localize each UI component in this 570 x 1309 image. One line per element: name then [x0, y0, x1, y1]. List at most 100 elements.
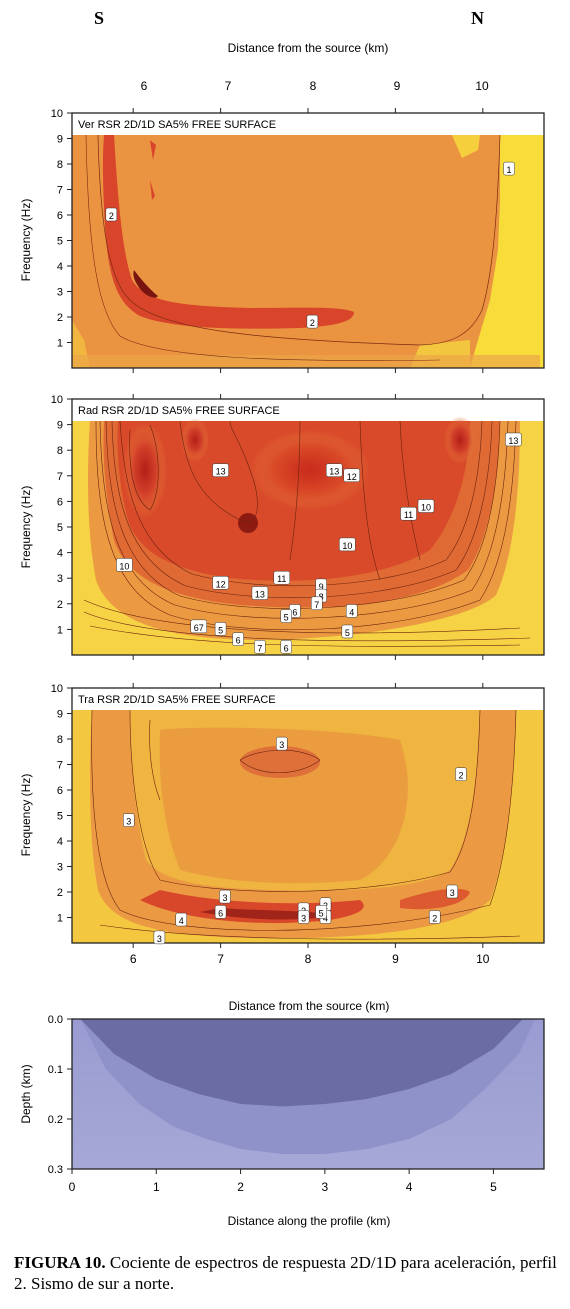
- ytick-label: 4: [57, 548, 63, 560]
- top-tick-8: 8: [310, 79, 317, 93]
- contour-label: 3: [279, 740, 284, 750]
- ytick-label: 8: [57, 734, 63, 746]
- contour-label: 3: [126, 817, 131, 827]
- xtick-label: 10: [476, 952, 490, 966]
- contour-label: 3: [157, 934, 162, 944]
- panel-rad: Rad RSR 2D/1D SA5% FREE SURFACE Frequenc…: [19, 394, 545, 660]
- figure-number: FIGURA 10.: [14, 1253, 106, 1272]
- depth-layer-upper: [80, 1019, 523, 1107]
- panel-depth-frame: [71, 1018, 545, 1170]
- xtick-label: 8: [305, 952, 312, 966]
- top-axis-label: Distance from the source (km): [228, 41, 389, 55]
- ytick-label: 2: [57, 312, 63, 324]
- ytick-label: 6: [57, 496, 63, 508]
- ytick-label: 1: [57, 624, 63, 636]
- contour-label: 13: [255, 590, 265, 600]
- panel-rad-title: Rad RSR 2D/1D SA5% FREE SURFACE: [78, 405, 280, 417]
- panel-tra-contour-3: [99, 924, 521, 940]
- contour-label-box: [175, 912, 188, 927]
- contour-label-box: [428, 910, 441, 924]
- panel-depth-yticks: 0.0 0.1 0.2 0.3: [48, 1014, 72, 1176]
- ytick-label: 7: [57, 471, 63, 483]
- panel-tra-contour-2: [129, 709, 481, 892]
- panel-rad-contour-1: [95, 420, 517, 631]
- panel-tra-contour-4: [239, 749, 321, 774]
- contour-label-box: [306, 314, 319, 329]
- top-tick-6: 6: [141, 79, 148, 93]
- contour-label: 6: [284, 643, 289, 653]
- ytick-label: 7: [57, 760, 63, 772]
- contour-label-box: [153, 930, 166, 945]
- panel-tra-contour-1: [91, 709, 517, 931]
- depth-ytick-label: 0.2: [48, 1114, 63, 1126]
- contour-label: 6: [218, 908, 223, 918]
- panel-tra-xticks: 6 7 8 9 10: [130, 683, 490, 966]
- contour-label: 11: [404, 510, 413, 520]
- panel-ver-speck-2: [150, 180, 155, 200]
- contour-label-box: [273, 570, 291, 585]
- panel-rad-contour-6: [83, 599, 521, 634]
- panel-rad-contour-7: [83, 611, 531, 642]
- contour-label-box: [341, 624, 354, 639]
- ytick-label: 9: [57, 420, 63, 432]
- ytick-label: 4: [57, 261, 63, 273]
- contour-label: 7: [257, 643, 262, 653]
- ytick-label: 10: [51, 108, 63, 120]
- panel-rad-hotspot-3: [444, 416, 476, 464]
- panel-ver-ylabel: Frequency (Hz): [19, 199, 33, 282]
- ytick-label: 2: [57, 599, 63, 611]
- ytick-label: 6: [57, 210, 63, 222]
- contour-label: 6: [236, 636, 241, 646]
- contour-label-box: [219, 889, 231, 904]
- panel-ver-red-band: [102, 135, 355, 329]
- ytick-label: 3: [57, 287, 63, 299]
- ytick-label: 5: [57, 236, 63, 248]
- depth-xtick-label: 1: [153, 1180, 160, 1194]
- contour-label-box: [214, 905, 227, 919]
- panel-rad-hotspot-2: [181, 418, 209, 462]
- caption-text: Cociente de espectros de respuesta 2D/1D…: [14, 1253, 557, 1293]
- figure-caption: FIGURA 10. Cociente de espectros de resp…: [14, 1252, 560, 1294]
- depth-xtick-label: 2: [237, 1180, 244, 1194]
- contour-label: 67: [194, 623, 204, 633]
- xtick-label: 7: [217, 952, 224, 966]
- panel-ver-field: [72, 135, 544, 368]
- depth-xtick-label: 4: [406, 1180, 413, 1194]
- contour-label: 10: [421, 503, 431, 513]
- contour-label: 3: [450, 888, 455, 898]
- contour-label-box: [276, 736, 288, 751]
- contour-label: 2: [432, 914, 437, 924]
- panel-tra-contour-labels: 33234633245332: [123, 736, 467, 945]
- depth-xtick-label: 0: [69, 1180, 76, 1194]
- contour-label: 5: [218, 625, 223, 635]
- contour-label-box: [455, 767, 467, 781]
- ytick-label: 8: [57, 159, 63, 171]
- panel-rad-contour-4: [111, 420, 493, 598]
- panel-tra-yticks: 1 2 3 4 5 6 7 8 9 10: [51, 683, 72, 925]
- contour-label: 7: [314, 600, 319, 610]
- depth-ytick-label: 0.3: [48, 1164, 63, 1176]
- depth-xtick-label: 3: [322, 1180, 329, 1194]
- contour-label-box: [190, 619, 207, 634]
- panel-ver-contour-a: [97, 134, 501, 346]
- panel-rad-contour-11: [399, 420, 421, 561]
- contour-label-box: [345, 604, 358, 618]
- panel-ver-yellow-right: [470, 135, 544, 368]
- panel-tra-red-blob: [240, 746, 320, 778]
- depth-ytick-label: 0.1: [48, 1064, 63, 1076]
- contour-label-box: [503, 161, 515, 176]
- ytick-label: 10: [51, 394, 63, 406]
- contour-label-box: [280, 609, 292, 623]
- contour-label: 2: [310, 318, 315, 328]
- contour-label-box: [505, 432, 522, 447]
- contour-label: 13: [216, 467, 226, 477]
- panel-ver-bottom-band: [72, 355, 540, 368]
- contour-label: 6: [292, 607, 297, 617]
- contour-label-box: [446, 884, 458, 899]
- ytick-label: 4: [57, 836, 63, 848]
- depth-xtick-label: 5: [490, 1180, 497, 1194]
- contour-label: 10: [119, 561, 129, 571]
- panel-ver-contour-labels: 2 2 1: [105, 161, 515, 329]
- panel-rad-contour-3: [105, 420, 501, 609]
- top-tick-7: 7: [225, 79, 232, 93]
